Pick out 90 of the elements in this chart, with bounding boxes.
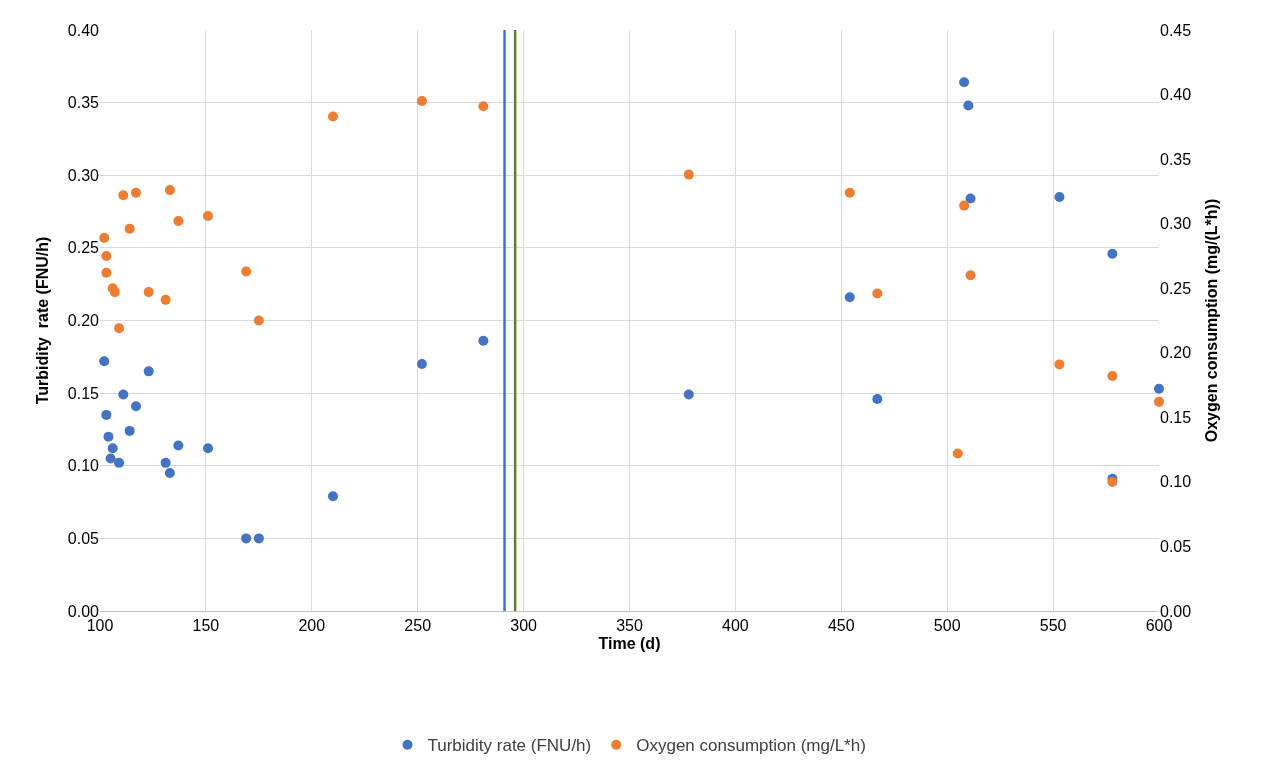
y2-tick-label: 0.40 <box>1160 86 1192 104</box>
y2-tick-label: 0.00 <box>1160 602 1192 620</box>
y2-tick-label: 0.45 <box>1160 21 1192 39</box>
point <box>1107 371 1118 382</box>
point <box>114 323 125 334</box>
point <box>959 77 970 88</box>
x-tick-label: 300 <box>510 617 538 635</box>
x-tick-label: 400 <box>722 617 749 635</box>
y-tick-label: 0.10 <box>67 457 100 475</box>
point <box>478 101 489 112</box>
y-tick-label: 0.25 <box>67 239 100 257</box>
point <box>131 401 142 412</box>
point <box>1154 383 1164 394</box>
point <box>683 389 694 400</box>
y2-tick-label: 0.15 <box>1160 408 1192 426</box>
y2-tick-label: 0.35 <box>1160 150 1192 168</box>
point <box>952 448 963 459</box>
y-tick-label: 0.15 <box>67 384 100 402</box>
point <box>844 187 855 198</box>
x-tick-label: 200 <box>298 617 326 635</box>
point <box>1107 248 1118 259</box>
point <box>118 190 129 201</box>
y-tick-label: 0.35 <box>67 94 100 112</box>
point <box>160 294 171 305</box>
point <box>327 111 338 122</box>
y-tick-label: 0.20 <box>67 312 100 330</box>
point <box>872 393 883 404</box>
point <box>872 288 883 299</box>
point <box>965 193 976 204</box>
point <box>101 250 112 261</box>
x-tick-label: 250 <box>404 617 432 635</box>
x-tick-label: 600 <box>1145 617 1173 635</box>
point <box>105 453 116 464</box>
point <box>103 431 114 442</box>
point <box>683 169 694 180</box>
point <box>1054 192 1065 203</box>
y-tick-label: 0.00 <box>67 602 100 620</box>
point <box>101 267 112 278</box>
point <box>327 491 338 502</box>
point <box>203 210 214 221</box>
y2-tick-label: 0.10 <box>1160 473 1192 491</box>
point <box>965 270 976 281</box>
x-tick-label: 500 <box>933 617 961 635</box>
point <box>101 409 112 420</box>
point <box>1054 359 1065 370</box>
x-tick-label: 350 <box>616 617 643 635</box>
point <box>416 359 427 370</box>
point <box>1154 396 1164 407</box>
y-axis-title: Turbidity rate (FNU/h) <box>33 236 51 405</box>
y2-axis-title: Oxygen consumption (mg/(L*h)) <box>1202 198 1220 443</box>
point <box>241 533 252 544</box>
y-tick-label: 0.30 <box>67 166 100 184</box>
point <box>164 468 175 479</box>
point <box>963 100 974 111</box>
point <box>253 533 264 544</box>
point <box>107 443 118 454</box>
point <box>844 292 855 303</box>
point <box>160 457 171 468</box>
legend-label: Turbidity rate (FNU/h) <box>427 736 592 756</box>
point <box>114 457 125 468</box>
point <box>143 287 154 298</box>
point <box>118 389 129 400</box>
point <box>164 185 175 196</box>
point <box>131 187 142 198</box>
point <box>143 366 154 377</box>
y2-tick-label: 0.20 <box>1160 344 1192 362</box>
y-tick-label: 0.40 <box>67 21 100 39</box>
point <box>124 425 135 436</box>
point <box>99 356 110 367</box>
x-tick-label: 450 <box>827 617 855 635</box>
y-tick-label: 0.05 <box>67 529 100 547</box>
legend-label: Oxygen consumption (mg/L*h) <box>636 736 866 756</box>
x-axis-title: Time (d) <box>598 634 661 652</box>
y2-tick-label: 0.05 <box>1160 538 1192 556</box>
point <box>124 223 135 234</box>
point <box>203 443 214 454</box>
point <box>173 216 184 227</box>
point <box>173 440 184 451</box>
x-tick-label: 100 <box>86 617 114 635</box>
y2-tick-label: 0.25 <box>1160 279 1192 297</box>
point <box>109 287 120 298</box>
x-tick-label: 150 <box>192 617 220 635</box>
point <box>959 200 970 211</box>
point <box>99 232 110 243</box>
point <box>416 96 427 107</box>
point <box>253 315 264 326</box>
point <box>478 335 489 346</box>
point <box>241 266 252 277</box>
x-tick-label: 550 <box>1039 617 1067 635</box>
y2-tick-label: 0.30 <box>1160 215 1192 233</box>
